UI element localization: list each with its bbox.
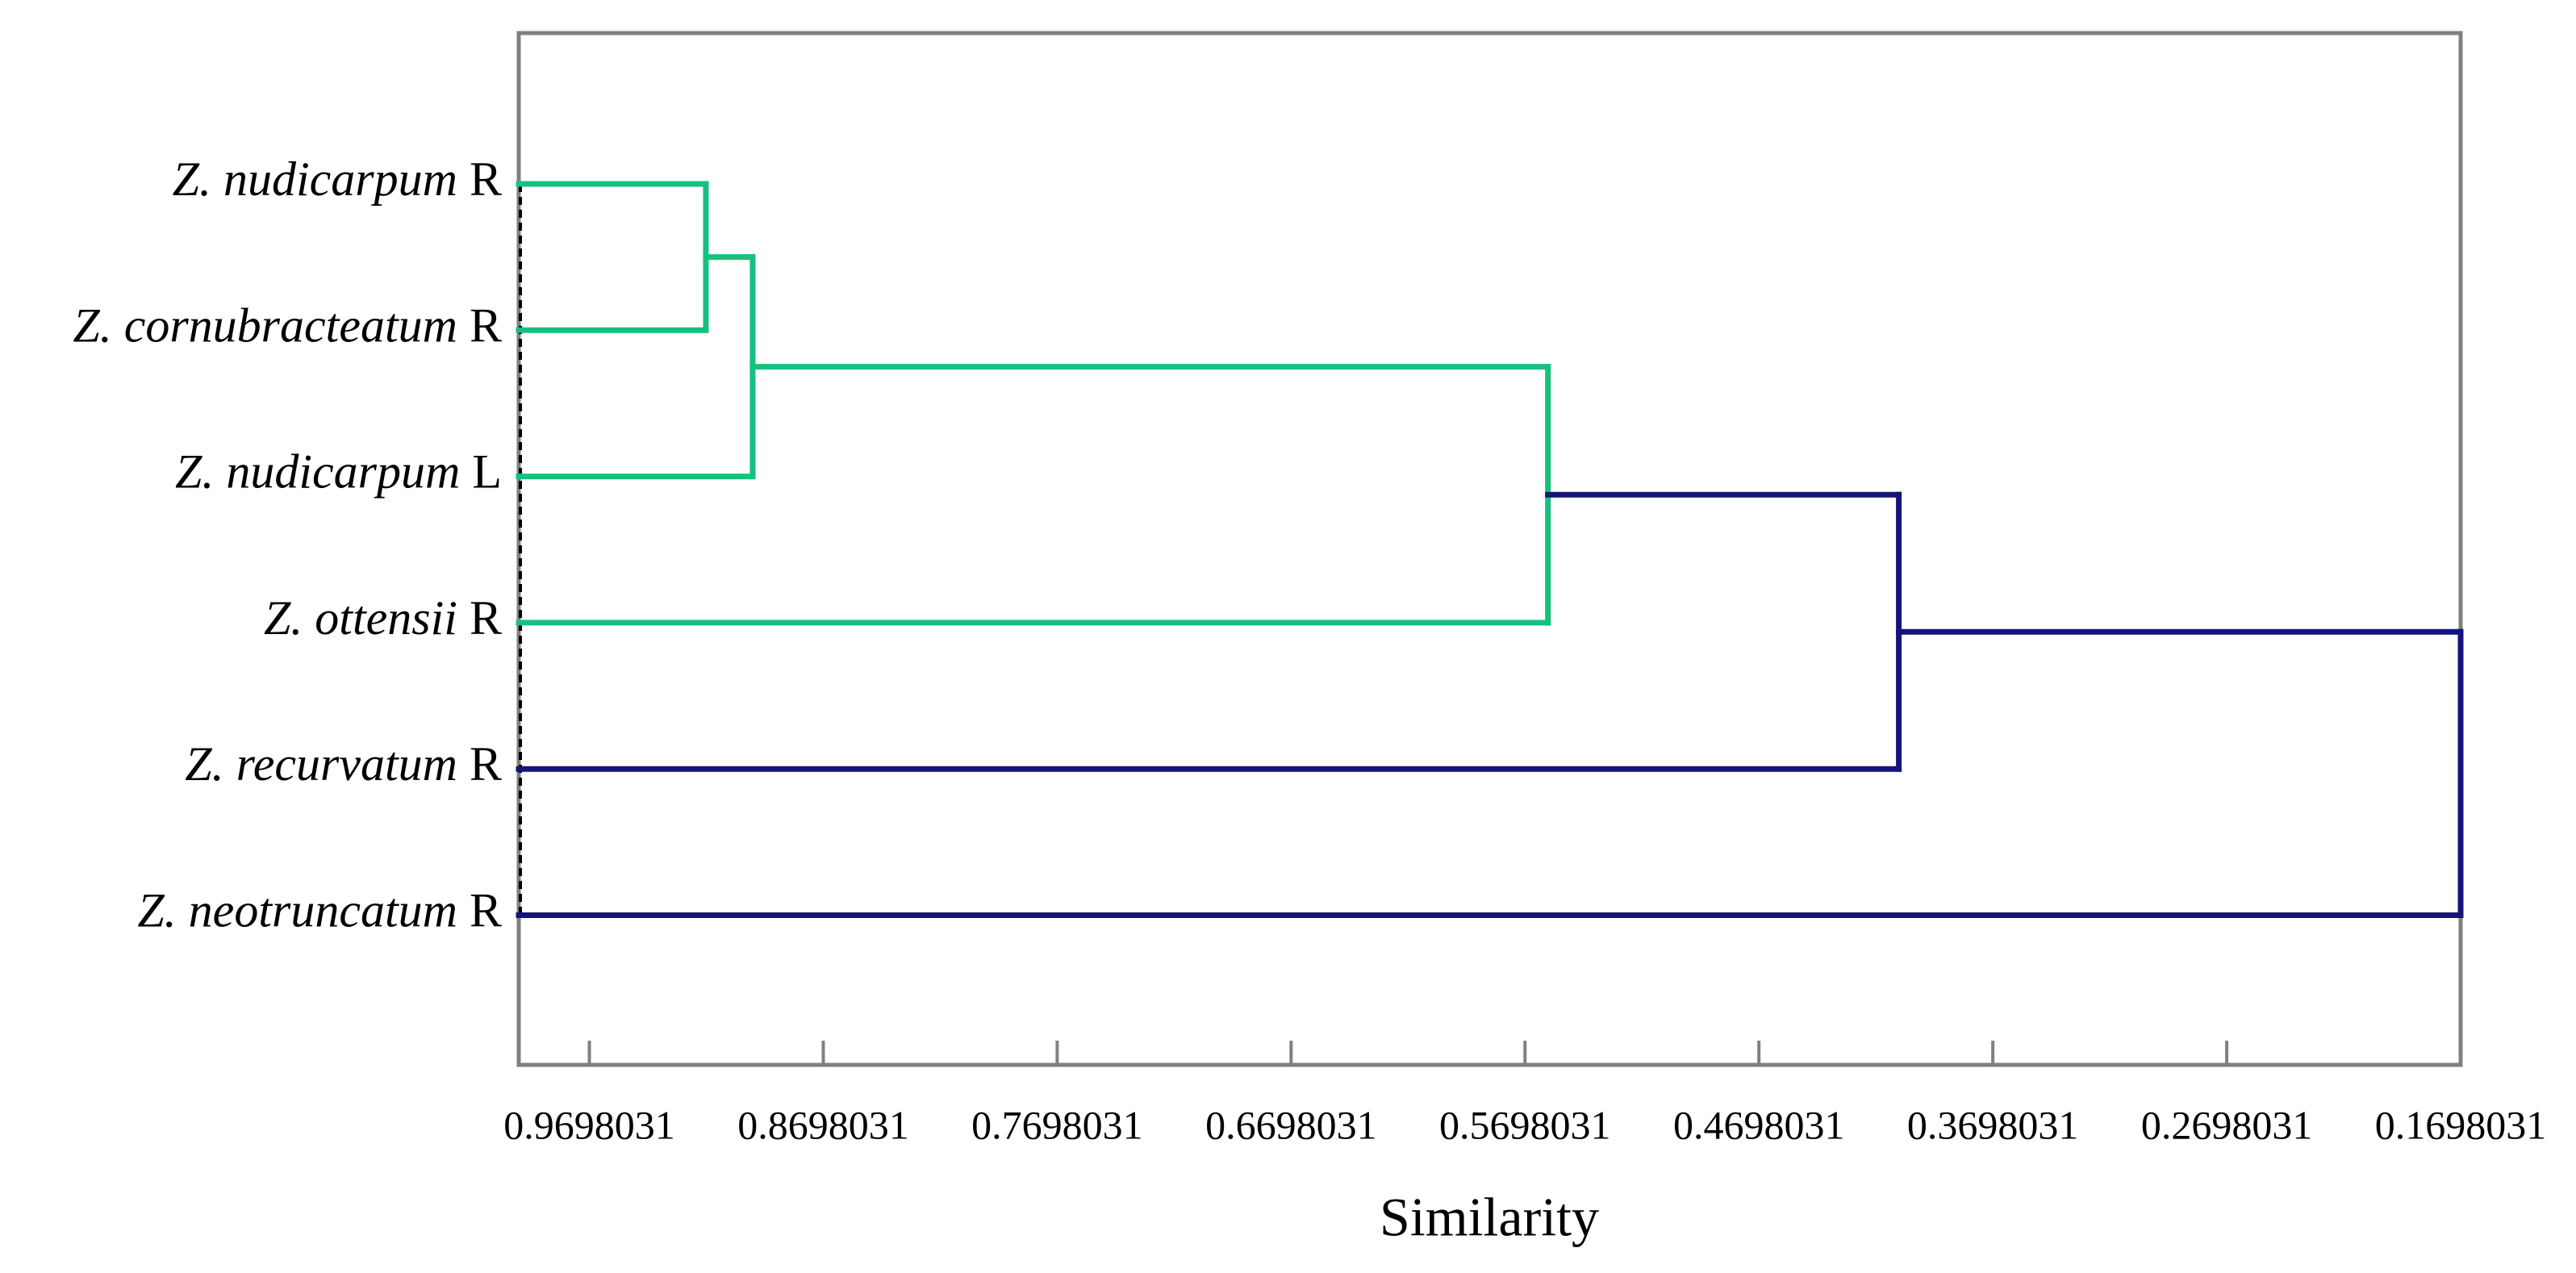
- leaf-suffix: R: [470, 298, 502, 352]
- x-tick-label: 0.1698031: [2375, 1102, 2547, 1147]
- leaf-suffix: R: [470, 152, 502, 206]
- x-tick-label: 0.8698031: [737, 1102, 909, 1147]
- leaf-name: Z. ottensii: [264, 591, 457, 645]
- leaf-label: Z. cornubracteatum R: [73, 298, 502, 352]
- leaf-name: Z. recurvatum: [185, 737, 457, 791]
- leaf-suffix: L: [472, 445, 502, 498]
- leaf-label: Z. neotruncatum R: [137, 883, 502, 937]
- leaf-label: Z. nudicarpum L: [175, 445, 502, 498]
- x-tick-label: 0.6698031: [1205, 1102, 1377, 1147]
- x-tick-label: 0.7698031: [971, 1102, 1143, 1147]
- leaf-suffix: R: [470, 737, 502, 791]
- leaf-name: Z. nudicarpum: [175, 445, 460, 498]
- x-tick-label: 0.2698031: [2141, 1102, 2313, 1147]
- x-tick-label: 0.3698031: [1907, 1102, 2079, 1147]
- leaf-label: Z. nudicarpum R: [173, 152, 502, 206]
- leaf-label: Z. recurvatum R: [185, 737, 502, 791]
- x-tick-label: 0.5698031: [1439, 1102, 1611, 1147]
- leaf-name: Z. neotruncatum: [137, 883, 457, 937]
- leaf-suffix: R: [470, 883, 502, 937]
- leaf-label: Z. ottensii R: [264, 591, 502, 645]
- leaf-name: Z. cornubracteatum: [73, 298, 457, 352]
- plot-frame: [516, 31, 2463, 1067]
- x-tick-label: 0.9698031: [503, 1102, 675, 1147]
- leaf-suffix: R: [470, 591, 502, 645]
- x-axis-title: Similarity: [1380, 1187, 1599, 1248]
- leaf-name: Z. nudicarpum: [173, 152, 457, 206]
- x-tick-label: 0.4698031: [1673, 1102, 1845, 1147]
